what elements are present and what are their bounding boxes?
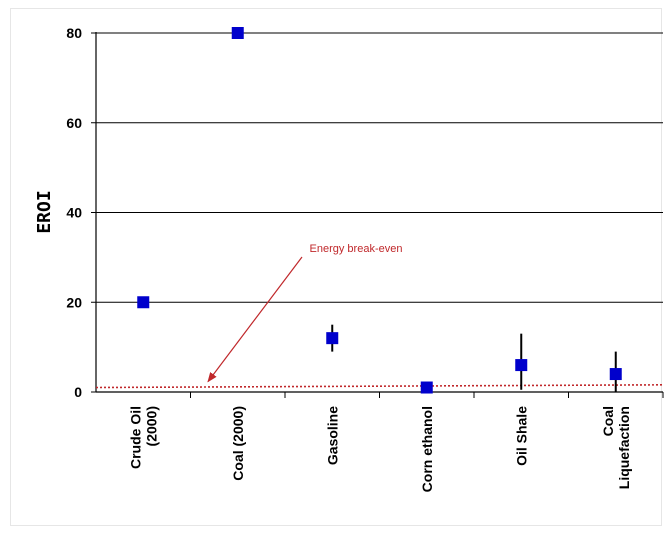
break-even-arrow (207, 256, 303, 383)
data-point-marker (609, 368, 622, 381)
category-label: Corn ethanol (419, 406, 435, 492)
y-tick-label: 40 (66, 205, 82, 221)
break-even-label: Energy break-even (310, 243, 403, 255)
data-point-group (326, 324, 339, 352)
data-point-marker (137, 296, 150, 309)
data-point-group (231, 27, 244, 39)
category-labels: Crude Oil (2000) Coal (2000) Gasoline Corn e… (127, 406, 632, 493)
data-point-marker (326, 332, 339, 345)
category-label-line: (2000) (143, 406, 159, 446)
category-label: Crude Oil (2000) (127, 406, 159, 469)
data-point-group (609, 351, 622, 392)
break-even-line (95, 384, 664, 389)
y-tick-label: 20 (66, 294, 82, 310)
y-tick-label: 80 (66, 25, 82, 41)
category-label: Oil Shale (513, 406, 529, 466)
category-label-line: Crude Oil (127, 406, 143, 469)
data-points (137, 27, 622, 394)
category-label-line: Liquefaction (616, 406, 632, 489)
data-point-group (515, 333, 528, 390)
gridlines (96, 32, 663, 303)
y-tick-label: 60 (66, 115, 82, 131)
category-label-line: Coal (600, 406, 616, 436)
data-point-marker (515, 359, 528, 372)
y-axis-title: EROI (34, 190, 55, 233)
category-label-line: Gasoline (324, 406, 340, 465)
category-label: Coal Liquefaction (600, 406, 632, 489)
y-tick-labels: 0 20 40 60 80 (66, 25, 82, 400)
category-label-line: Oil Shale (513, 406, 529, 466)
data-point-group (137, 296, 150, 309)
data-point-marker (420, 381, 433, 394)
category-label-line: Corn ethanol (419, 406, 435, 492)
category-label: Gasoline (324, 406, 340, 465)
category-label: Coal (2000) (230, 406, 246, 481)
chart-frame (10, 8, 662, 526)
data-point-group (420, 381, 433, 394)
break-even-line-group: Energy break-even (95, 243, 664, 389)
axes (91, 32, 664, 398)
category-label-line: Coal (2000) (230, 406, 246, 481)
data-point-marker (231, 27, 244, 39)
y-tick-label: 0 (74, 384, 82, 400)
